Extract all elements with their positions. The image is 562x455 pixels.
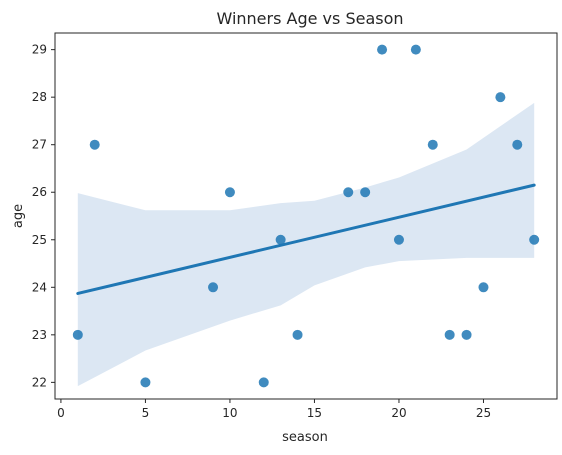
data-point — [360, 187, 371, 198]
y-tick-label: 26 — [32, 185, 47, 199]
x-tick-label: 0 — [57, 406, 65, 420]
y-tick-label: 23 — [32, 328, 47, 342]
data-point — [393, 234, 404, 245]
y-axis-label: age — [11, 204, 26, 228]
x-axis-label: season — [282, 430, 328, 445]
regression-line — [76, 183, 536, 295]
data-point — [410, 44, 421, 55]
y-tick-label: 24 — [32, 280, 47, 294]
x-tick-label: 20 — [391, 406, 406, 420]
x-axis-ticks: 0 5 10 15 20 25 — [57, 399, 491, 420]
plot-frame — [54, 32, 558, 400]
data-point — [224, 187, 235, 198]
data-point — [478, 282, 489, 293]
data-point — [140, 377, 151, 388]
data-point — [72, 329, 83, 340]
y-tick-label: 22 — [32, 375, 47, 389]
x-tick-label: 5 — [142, 406, 150, 420]
data-point — [427, 139, 438, 150]
confidence-band-layer — [77, 102, 535, 387]
data-point — [377, 44, 388, 55]
y-tick-label: 27 — [32, 138, 47, 152]
data-point — [89, 139, 100, 150]
y-tick-label: 28 — [32, 90, 47, 104]
y-tick-label: 25 — [32, 233, 47, 247]
confidence-band — [77, 102, 535, 387]
regression-line-layer — [76, 183, 536, 295]
data-point — [292, 329, 303, 340]
chart-title: Winners Age vs Season — [216, 9, 403, 28]
data-point — [529, 234, 540, 245]
data-point — [495, 92, 506, 103]
axes-layer — [54, 32, 558, 400]
x-tick-label: 15 — [307, 406, 322, 420]
data-point — [461, 329, 472, 340]
data-point — [275, 234, 286, 245]
data-point — [343, 187, 354, 198]
data-point — [512, 139, 523, 150]
data-point — [444, 329, 455, 340]
x-tick-label: 10 — [222, 406, 237, 420]
data-point — [208, 282, 219, 293]
scatter-points-layer — [72, 44, 540, 388]
y-axis-ticks: 22 23 24 25 26 27 28 29 — [32, 43, 55, 389]
data-point — [258, 377, 269, 388]
y-tick-label: 29 — [32, 43, 47, 57]
x-tick-label: 25 — [476, 406, 491, 420]
